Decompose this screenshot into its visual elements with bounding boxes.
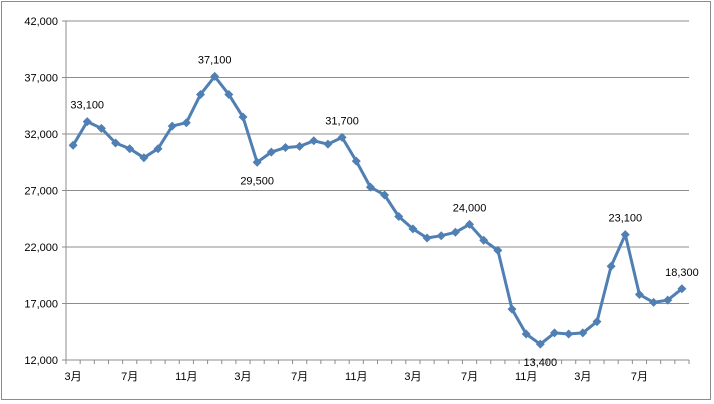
x-tick-label: 3月 [404,371,421,383]
data-point [592,317,602,327]
data-point [351,156,361,166]
x-axis: 3月 7月 11月 3月 7月 11月 3月 7月 11月 3月 7月 [65,359,690,383]
x-tick-label: 7月 [121,371,138,383]
data-label: 23,100 [608,213,642,225]
data-point [521,329,531,339]
data-point [139,153,149,163]
data-point [153,144,163,154]
data-point [309,136,319,146]
data-point [337,132,347,142]
y-tick-label: 42,000 [24,16,58,28]
series-line [71,74,683,346]
y-tick-label: 22,000 [24,242,58,254]
x-tick-label: 11月 [515,371,537,383]
data-point [677,284,687,294]
data-point [479,235,489,245]
data-point [167,121,177,131]
x-tick-label: 7月 [291,371,308,383]
data-point [111,138,121,148]
data-point [606,261,616,271]
data-label: 37,100 [198,54,232,66]
data-point [252,157,262,167]
data-point [266,147,276,157]
x-tick-label: 11月 [175,371,197,383]
data-point [394,211,404,221]
data-point [422,233,432,243]
data-point [663,295,673,305]
data-point [436,231,446,241]
data-point [68,140,78,150]
data-point [408,224,418,234]
data-point [564,329,574,339]
line-chart: 12,000 17,000 22,000 27,000 32,000 37,000 42,0… [24,16,698,383]
data-label: 13,400 [524,357,558,369]
data-point [238,112,248,122]
data-label: 31,700 [325,115,359,127]
data-point [634,289,644,299]
data-point [323,139,333,149]
x-tick-label: 7月 [631,371,648,383]
y-axis: 12,000 17,000 22,000 27,000 32,000 37,000 42,0… [24,16,67,367]
x-tick-label: 3月 [65,371,82,383]
y-tick-label: 27,000 [24,186,58,198]
data-point [196,89,206,99]
x-tick-label: 11月 [345,371,367,383]
data-point [380,190,390,200]
data-point [295,141,305,151]
x-tick-label: 3月 [234,371,251,383]
data-labels: 33,100 37,100 29,500 31,700 24,000 13,400 23,1… [70,54,698,369]
data-label: 24,000 [453,202,487,214]
data-point [620,230,630,240]
data-label: 33,100 [70,100,104,112]
y-tick-label: 12,000 [24,355,58,367]
data-label: 29,500 [240,175,274,187]
x-tick-label: 7月 [461,371,478,383]
series [68,71,687,349]
data-point [578,328,588,338]
data-point [649,297,659,307]
data-label: 18,300 [665,267,699,279]
data-point [210,71,220,81]
data-point [280,143,290,153]
data-point [365,182,375,192]
data-point [535,339,545,349]
y-tick-label: 37,000 [24,73,58,85]
data-point [224,89,234,99]
data-point [181,118,191,128]
y-tick-label: 32,000 [24,129,58,141]
data-point [82,117,92,127]
data-point [96,123,106,133]
gridlines [66,20,689,304]
data-point [465,219,475,229]
data-point [450,227,460,237]
data-point [493,245,503,255]
y-tick-label: 17,000 [24,299,58,311]
data-point [549,328,559,338]
data-point [507,304,517,314]
x-tick-label: 3月 [574,371,591,383]
data-point [125,144,135,154]
